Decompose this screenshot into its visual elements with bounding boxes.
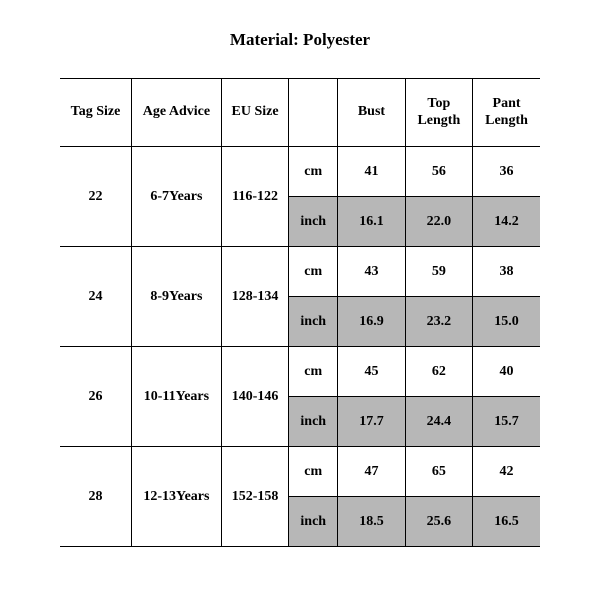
cell-pant-length: 38	[473, 247, 540, 297]
cell-top-length: 23.2	[405, 297, 472, 347]
col-age-advice: Age Advice	[131, 79, 221, 147]
cell-bust: 41	[338, 147, 405, 197]
cell-top-length: 65	[405, 447, 472, 497]
cell-top-length: 59	[405, 247, 472, 297]
col-unit	[289, 79, 338, 147]
col-bust: Bust	[338, 79, 405, 147]
cell-bust: 17.7	[338, 397, 405, 447]
table-row: 26 10-11Years 140-146 cm 45 62 40	[60, 347, 540, 397]
cell-pant-length: 14.2	[473, 197, 540, 247]
cell-pant-length: 36	[473, 147, 540, 197]
cell-tag-size: 28	[60, 447, 131, 547]
cell-age-advice: 12-13Years	[131, 447, 221, 547]
cell-age-advice: 8-9Years	[131, 247, 221, 347]
table-row: 28 12-13Years 152-158 cm 47 65 42	[60, 447, 540, 497]
cell-eu-size: 140-146	[221, 347, 288, 447]
cell-pant-length: 16.5	[473, 497, 540, 547]
cell-bust: 16.1	[338, 197, 405, 247]
table-row: 22 6-7Years 116-122 cm 41 56 36	[60, 147, 540, 197]
cell-tag-size: 26	[60, 347, 131, 447]
cell-tag-size: 24	[60, 247, 131, 347]
table-row: 24 8-9Years 128-134 cm 43 59 38	[60, 247, 540, 297]
size-table-wrapper: Tag Size Age Advice EU Size Bust Top Len…	[0, 78, 600, 547]
cell-unit-inch: inch	[289, 497, 338, 547]
page-title: Material: Polyester	[0, 0, 600, 78]
cell-unit-cm: cm	[289, 347, 338, 397]
col-eu-size: EU Size	[221, 79, 288, 147]
cell-unit-cm: cm	[289, 447, 338, 497]
cell-unit-inch: inch	[289, 297, 338, 347]
cell-pant-length: 15.0	[473, 297, 540, 347]
col-pant-length: Pant Length	[473, 79, 540, 147]
col-top-length: Top Length	[405, 79, 472, 147]
cell-bust: 43	[338, 247, 405, 297]
cell-unit-cm: cm	[289, 147, 338, 197]
table-body: 22 6-7Years 116-122 cm 41 56 36 inch 16.…	[60, 147, 540, 547]
cell-eu-size: 128-134	[221, 247, 288, 347]
cell-unit-inch: inch	[289, 397, 338, 447]
cell-pant-length: 42	[473, 447, 540, 497]
cell-pant-length: 15.7	[473, 397, 540, 447]
cell-bust: 18.5	[338, 497, 405, 547]
col-tag-size: Tag Size	[60, 79, 131, 147]
cell-eu-size: 152-158	[221, 447, 288, 547]
cell-pant-length: 40	[473, 347, 540, 397]
size-table: Tag Size Age Advice EU Size Bust Top Len…	[60, 78, 540, 547]
cell-top-length: 24.4	[405, 397, 472, 447]
cell-age-advice: 10-11Years	[131, 347, 221, 447]
cell-eu-size: 116-122	[221, 147, 288, 247]
cell-unit-inch: inch	[289, 197, 338, 247]
cell-top-length: 56	[405, 147, 472, 197]
cell-bust: 47	[338, 447, 405, 497]
cell-tag-size: 22	[60, 147, 131, 247]
cell-bust: 16.9	[338, 297, 405, 347]
cell-top-length: 22.0	[405, 197, 472, 247]
cell-bust: 45	[338, 347, 405, 397]
cell-top-length: 25.6	[405, 497, 472, 547]
cell-top-length: 62	[405, 347, 472, 397]
table-header-row: Tag Size Age Advice EU Size Bust Top Len…	[60, 79, 540, 147]
cell-age-advice: 6-7Years	[131, 147, 221, 247]
cell-unit-cm: cm	[289, 247, 338, 297]
